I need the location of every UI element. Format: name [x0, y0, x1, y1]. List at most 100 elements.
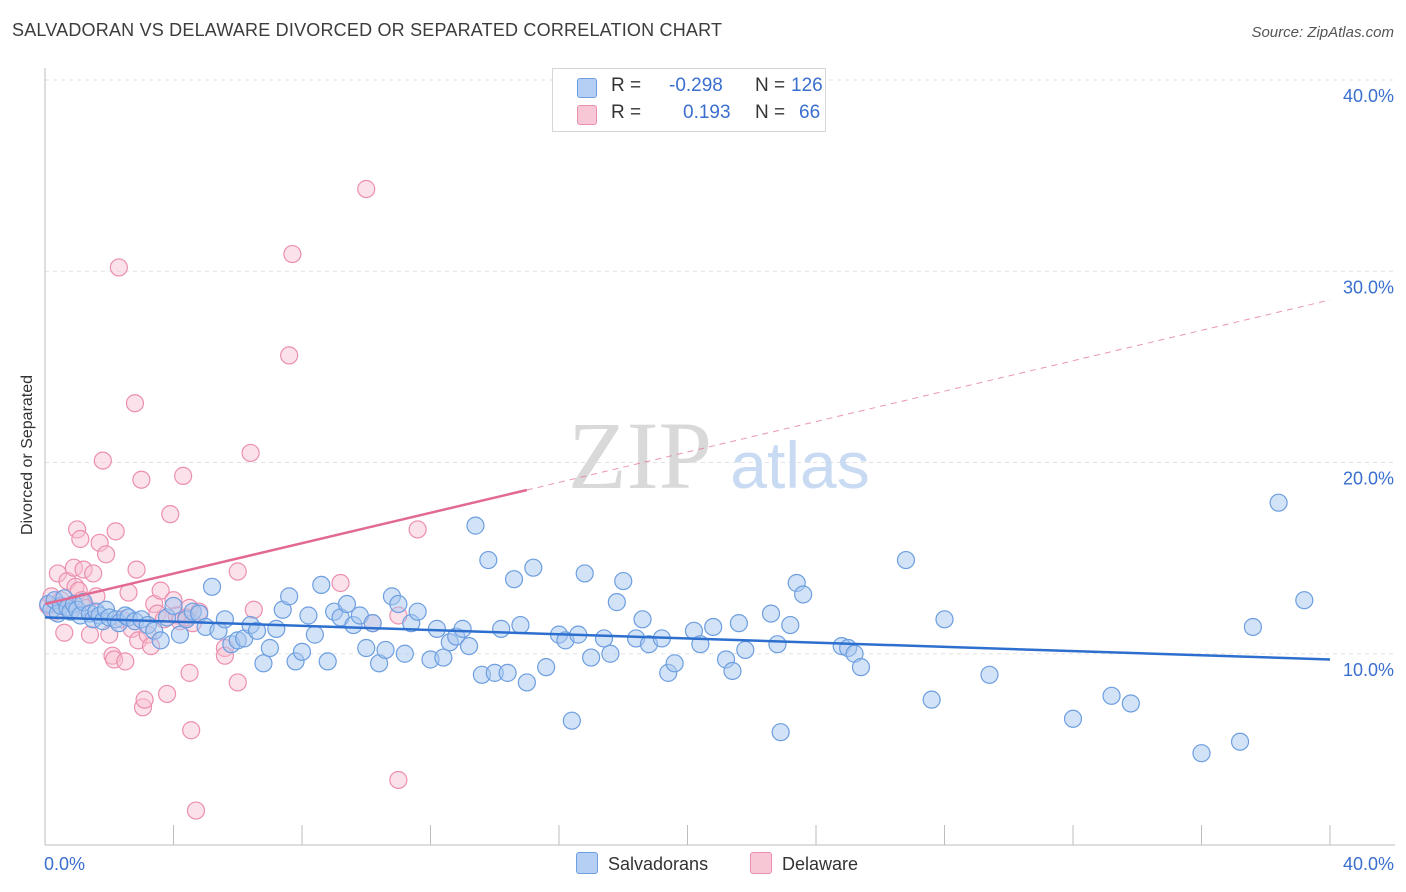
delaware-point [228, 562, 247, 581]
legend-swatch-pink [577, 105, 597, 125]
watermark: ZIP atlas [568, 402, 870, 509]
chart-title: SALVADORAN VS DELAWARE DIVORCED OR SEPAR… [12, 20, 723, 40]
bottom-legend-swatch-pink [750, 852, 772, 874]
salvadorans-point [389, 594, 408, 614]
salvadorans-point [761, 604, 781, 623]
delaware-point [127, 560, 146, 579]
delaware-point [125, 394, 145, 413]
delaware-point [174, 466, 193, 485]
salvadorans-point [1102, 686, 1121, 705]
delaware-point [157, 684, 177, 704]
salvadorans-point [337, 594, 357, 614]
salvadorans-point [164, 596, 183, 616]
salvadorans-point [299, 606, 318, 625]
delaware-point [161, 505, 180, 524]
salvadorans-point [771, 723, 790, 742]
source-credit: Source: ZipAtlas.com [1251, 24, 1394, 41]
salvadorans-point [524, 558, 543, 577]
salvadorans-point [1192, 744, 1211, 763]
salvadorans-point [318, 652, 337, 671]
axes [44, 68, 1395, 846]
salvadorans-point [260, 638, 279, 658]
delaware-point [331, 573, 350, 593]
bottom-legend-delaware: Delaware [750, 852, 858, 875]
salvadorans-point [292, 642, 312, 661]
y-tick-label: 30.0% [1343, 277, 1394, 297]
delaware-point [132, 470, 151, 489]
delaware-points [39, 179, 427, 820]
x-tick-label: 0.0% [44, 854, 85, 874]
delaware-point [80, 625, 100, 644]
salvadorans-point [459, 636, 479, 656]
salvadorans-point [492, 619, 511, 638]
delaware-point [280, 346, 299, 365]
delaware-point [116, 652, 135, 671]
salvadorans-point [247, 621, 267, 640]
salvadorans-point [723, 661, 742, 681]
watermark-atlas: atlas [730, 428, 869, 502]
salvadorans-point [395, 644, 414, 663]
delaware-point [74, 560, 93, 579]
delaware-point [93, 451, 112, 470]
salvadorans-point [479, 550, 498, 570]
salvadorans-point [1063, 709, 1083, 728]
watermark-zip: ZIP [568, 402, 712, 509]
salvadorans-point [1121, 694, 1140, 713]
delaware-point [68, 520, 87, 539]
delaware-trend-line-extension [526, 299, 1331, 491]
salvadorans-point [704, 617, 723, 637]
salvadorans-point [594, 629, 614, 648]
bottom-legend-swatch-blue [576, 852, 598, 874]
salvadorans-point [980, 665, 999, 684]
salvadorans-point [254, 654, 273, 673]
salvadorans-point [511, 615, 530, 635]
salvadorans-trend-line [44, 616, 1331, 661]
salvadorans-point [151, 631, 170, 650]
bottom-legend-salvadorans: Salvadorans [576, 852, 708, 875]
salvadorans-point [922, 690, 941, 709]
delaware-point [389, 770, 408, 790]
delaware-point [228, 673, 247, 692]
salvadorans-point [607, 593, 626, 612]
trend-lines [44, 299, 1331, 661]
delaware-point [408, 520, 427, 539]
delaware-point [55, 623, 74, 642]
legend-n-value: 126 [791, 75, 823, 96]
salvadorans-point [357, 638, 376, 658]
salvadorans-point [202, 577, 222, 596]
legend-n-value: 66 [799, 102, 821, 123]
salvadorans-point [498, 663, 517, 682]
salvadorans-point [633, 610, 652, 629]
salvadorans-point [376, 640, 395, 660]
salvadorans-point [312, 575, 331, 595]
gridlines [45, 79, 1395, 655]
salvadorans-point [170, 625, 190, 644]
y-tick-label: 10.0% [1343, 660, 1394, 680]
tick-labels: 10.0% 20.0% 30.0% 40.0% 0.0% 40.0% [44, 86, 1394, 874]
salvadorans-point [1269, 493, 1288, 512]
legend-r-label: R = [611, 102, 642, 123]
legend-swatch-blue [577, 78, 597, 98]
salvadorans-point [305, 625, 324, 644]
salvadorans-point [267, 619, 286, 638]
salvadorans-point [768, 635, 787, 654]
salvadorans-point [794, 585, 813, 604]
salvadorans-point [582, 648, 601, 667]
salvadorans-point [614, 571, 633, 591]
salvadorans-point [781, 615, 800, 635]
delaware-point [182, 721, 201, 740]
salvadorans-points [39, 493, 1314, 763]
salvadorans-point [935, 610, 954, 629]
delaware-point [133, 698, 153, 717]
delaware-point [84, 564, 103, 583]
salvadorans-point [562, 711, 581, 730]
salvadorans-point [601, 644, 620, 663]
delaware-trend-line [44, 488, 528, 606]
salvadorans-point [729, 614, 749, 633]
x-tick-label: 40.0% [1343, 854, 1394, 874]
salvadorans-point [1295, 591, 1314, 610]
delaware-point [48, 564, 67, 583]
delaware-point [96, 545, 116, 564]
delaware-point [109, 258, 128, 277]
